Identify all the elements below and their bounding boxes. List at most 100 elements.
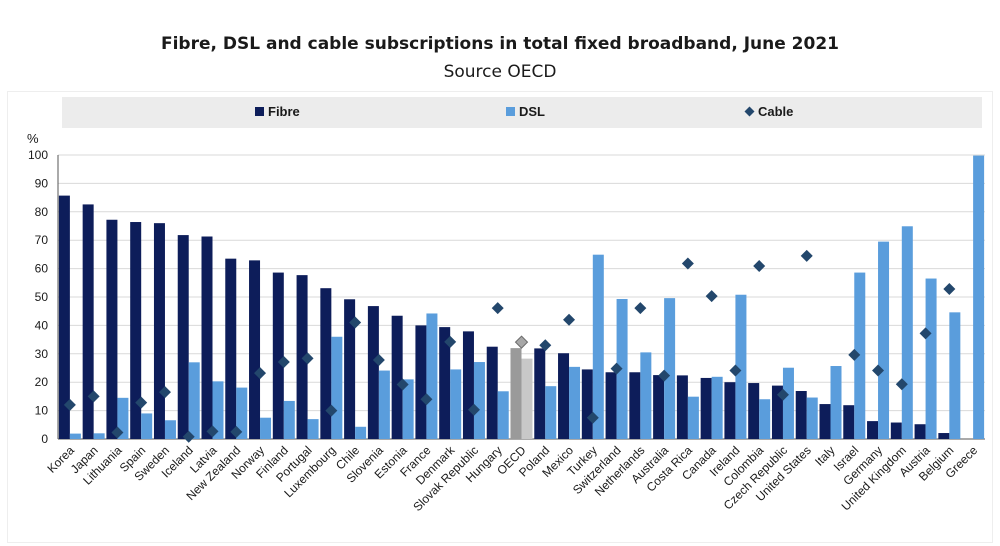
marker-cable: [776, 388, 789, 401]
bar-fibre: [867, 421, 879, 439]
legend-swatch-cable: [744, 106, 755, 117]
marker-cable: [919, 327, 932, 340]
bar-fibre: [415, 325, 427, 439]
chart-subtitle: Source OECD: [443, 62, 557, 82]
marker-cable: [325, 404, 338, 417]
bar-fibre: [605, 372, 617, 439]
marker-cable: [254, 367, 267, 380]
marker-cable: [872, 364, 885, 377]
bar-dsl: [806, 397, 818, 439]
bar-dsl: [497, 391, 509, 439]
bar-fibre: [676, 375, 688, 439]
bar-fibre: [510, 348, 522, 439]
legend-label-cable: Cable: [758, 104, 793, 119]
legend-label-fibre: Fibre: [268, 104, 300, 119]
bar-dsl: [592, 254, 604, 439]
bar-dsl: [735, 294, 747, 439]
marker-cable: [277, 356, 290, 369]
marker-cable: [753, 260, 766, 273]
bar-dsl: [569, 366, 581, 439]
bar-dsl: [331, 336, 343, 439]
bar-dsl: [925, 278, 937, 439]
marker-cable: [372, 354, 385, 367]
bar-dsl: [426, 313, 438, 439]
bar-dsl: [236, 387, 248, 439]
bar-dsl: [355, 426, 367, 439]
bar-fibre: [534, 348, 546, 439]
marker-cable: [467, 403, 480, 416]
bar-dsl: [759, 399, 771, 439]
bar-fibre: [819, 404, 831, 439]
marker-cable: [658, 369, 671, 382]
marker-cable: [301, 352, 314, 365]
y-tick-label: 100: [28, 148, 48, 162]
bar-dsl: [307, 419, 319, 439]
bar-fibre: [581, 369, 593, 439]
marker-cable: [563, 313, 576, 326]
bar-dsl: [212, 381, 224, 439]
bar-dsl: [973, 155, 985, 439]
marker-cable: [230, 425, 243, 438]
marker-cable: [491, 302, 504, 315]
bar-fibre: [106, 219, 118, 439]
bar-dsl: [878, 241, 890, 439]
marker-cable: [396, 378, 409, 391]
y-tick-label: 90: [35, 176, 49, 190]
bar-dsl: [141, 413, 153, 439]
y-axis-label: %: [27, 131, 39, 146]
bar-fibre: [130, 222, 142, 439]
bar-fibre: [344, 299, 356, 439]
bar-dsl: [782, 367, 794, 439]
bar-fibre: [367, 306, 379, 439]
chart-panel: [8, 92, 992, 542]
marker-cable: [848, 348, 861, 361]
marker-cable: [514, 335, 529, 349]
bar-dsl: [164, 420, 176, 439]
marker-cable: [158, 386, 171, 399]
bar-fibre: [177, 235, 189, 439]
marker-cable: [895, 378, 908, 391]
bar-dsl: [687, 396, 699, 439]
legend-swatch-fibre: [255, 107, 264, 116]
bar-fibre: [748, 383, 760, 439]
y-tick-label: 80: [35, 205, 49, 219]
bar-fibre: [296, 275, 308, 439]
marker-cable: [87, 390, 100, 403]
bar-dsl: [640, 352, 652, 439]
chart-title: Fibre, DSL and cable subscriptions in to…: [160, 34, 840, 54]
marker-cable: [586, 411, 599, 424]
bar-dsl: [854, 272, 866, 439]
bar-dsl: [949, 312, 961, 439]
legend-background: [62, 97, 982, 128]
bar-dsl: [283, 400, 295, 439]
bar-fibre: [225, 258, 237, 439]
y-tick-label: 20: [35, 375, 49, 389]
bar-dsl: [402, 379, 414, 439]
bar-fibre: [653, 375, 665, 439]
bar-dsl: [450, 369, 462, 439]
y-tick-label: 0: [41, 432, 48, 446]
bar-fibre: [724, 382, 736, 439]
bar-fibre: [462, 331, 474, 439]
bar-fibre: [558, 353, 570, 439]
bar-fibre: [82, 204, 94, 439]
bar-fibre: [890, 422, 902, 439]
marker-cable: [610, 362, 623, 375]
bar-fibre: [843, 405, 855, 439]
y-tick-label: 70: [35, 233, 49, 247]
bar-dsl: [664, 298, 676, 439]
legend-label-dsl: DSL: [519, 104, 545, 119]
marker-cable: [800, 249, 813, 262]
bar-fibre: [629, 372, 641, 439]
bar-fibre: [391, 315, 403, 439]
marker-cable: [182, 430, 195, 443]
marker-cable: [111, 426, 124, 439]
marker-cable: [539, 339, 552, 352]
marker-cable: [681, 257, 694, 270]
bar-dsl: [188, 362, 200, 439]
bar-fibre: [700, 377, 712, 439]
bar-dsl: [711, 376, 723, 439]
bar-dsl: [545, 386, 557, 439]
bar-fibre: [153, 223, 165, 439]
